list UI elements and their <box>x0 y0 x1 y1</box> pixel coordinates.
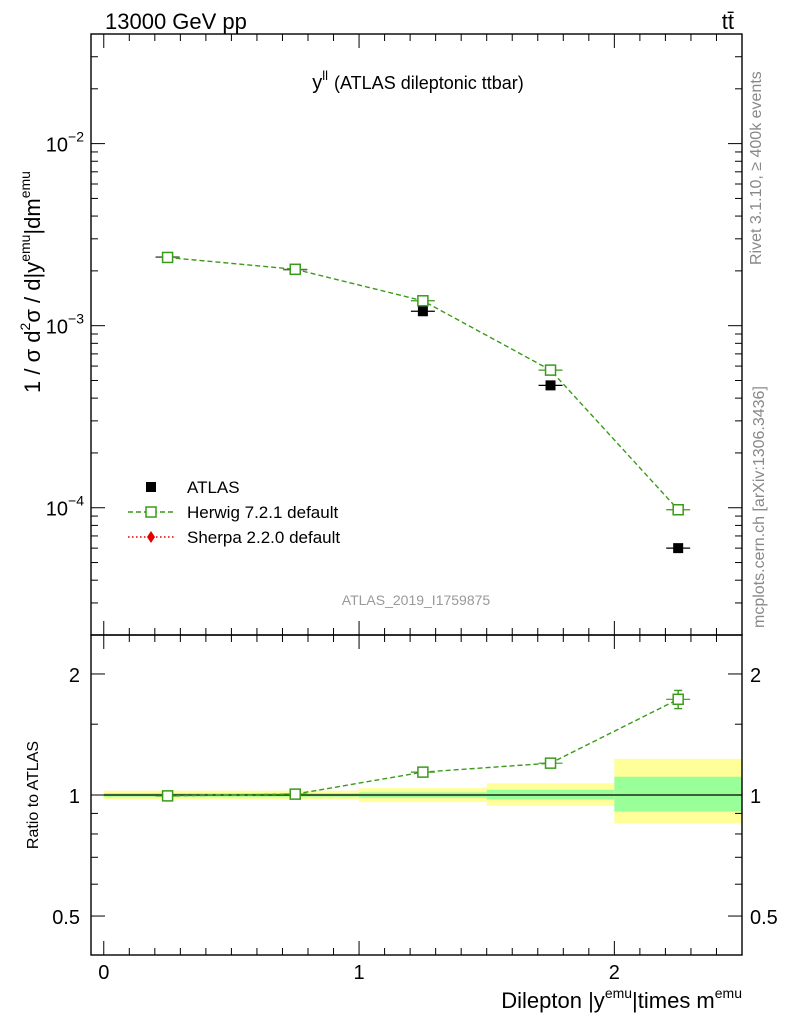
legend-marker <box>146 482 156 492</box>
process-label: tt̄ <box>722 9 734 34</box>
main-panel: 10−2 10−3 10−4 yll (ATLAS dileptonic ttbar)… <box>17 33 743 636</box>
main-data-point <box>417 306 428 317</box>
legend-marker <box>145 506 157 518</box>
legend: ATLAS Herwig 7.2.1 default Sherpa 2.2.0 de… <box>128 478 340 547</box>
x-axis-label: Dilepton |yemu|times memu <box>501 985 742 1013</box>
ratio-data-point <box>417 766 429 778</box>
ratio-y-axis-label: Ratio to ATLAS <box>25 741 42 849</box>
legend-entry-label: ATLAS <box>187 478 240 497</box>
ratio-series-line <box>167 698 679 797</box>
energy-label: 13000 GeV pp <box>105 9 247 34</box>
main-data-point <box>544 364 557 376</box>
main-y-axis-label: 1 / σ d2σ / d|yemu|dmemu <box>17 171 45 393</box>
ratio-y-tick-label-left: 0.5 <box>52 907 80 929</box>
ratio-y-tick-label-left: 2 <box>69 665 80 687</box>
legend-entry-label: Herwig 7.2.1 default <box>187 503 338 522</box>
main-data-point <box>417 295 429 307</box>
ratio-inner-band <box>614 776 742 812</box>
legend-entry-label: Sherpa 2.2.0 default <box>187 528 340 547</box>
ratio-y-tick-label-left: 1 <box>69 786 80 808</box>
legend-marker <box>147 531 155 543</box>
x-tick-label: 0 <box>98 962 109 984</box>
main-y-tick-label: 10−3 <box>46 311 84 339</box>
ratio-data-point <box>544 757 557 769</box>
ratio-panel: 2 2 1 1 0.5 0.5 0 1 2 Ratio to ATLAS Dilepton |y… <box>25 634 778 1013</box>
ratio-data-point <box>289 788 301 800</box>
main-data-point <box>672 503 684 516</box>
x-tick-label: 2 <box>609 962 620 984</box>
main-data-point <box>673 543 684 554</box>
main-data-point <box>161 251 174 264</box>
mcplots-label: mcplots.cern.ch [arXiv:1306.3436] <box>751 386 768 628</box>
rivet-label: Rivet 3.1.10, ≥ 400k events <box>748 71 765 265</box>
main-y-tick-label: 10−4 <box>46 493 84 521</box>
main-y-tick-label: 10−2 <box>46 129 84 157</box>
ratio-y-tick-label-right: 2 <box>750 665 761 687</box>
main-data-point <box>545 380 556 391</box>
ratio-data-point <box>161 790 174 802</box>
ratio-data-point <box>672 693 684 706</box>
main-data-point <box>289 263 301 276</box>
main-title: yll (ATLAS dileptonic ttbar) <box>312 68 524 94</box>
analysis-id: ATLAS_2019_I1759875 <box>342 592 491 608</box>
x-tick-label: 1 <box>353 962 364 984</box>
ratio-y-tick-label-right: 0.5 <box>750 907 778 929</box>
ratio-y-tick-label-right: 1 <box>750 786 761 808</box>
